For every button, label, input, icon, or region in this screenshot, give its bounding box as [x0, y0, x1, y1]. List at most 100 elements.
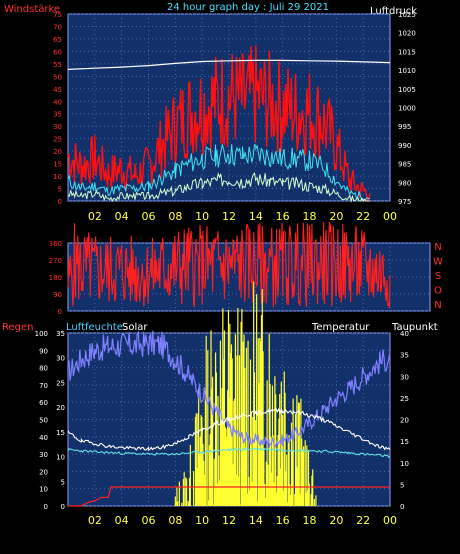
climate-x-tick-label: 04 — [115, 514, 129, 527]
wind-series — [67, 45, 391, 203]
pressure-tick-label: 980 — [398, 179, 411, 187]
rain-tick-label: 30 — [39, 451, 48, 459]
wind-axis-labels: 0 5 10 15 20 25 30 35 40 45 50 55 60 65 70 75 — [53, 11, 62, 206]
humidity-tick-label: 5 — [61, 478, 65, 486]
rain-tick-label: 70 — [39, 382, 48, 390]
wind-tick-label: 10 — [53, 173, 62, 181]
climate-panel: Regen Luftfeuchte Solar Temperatur Taupu… — [2, 281, 438, 527]
pressure-axis-labels: 975 980 985 990 995 1000 1005 1010 1015 1020 1025 — [398, 11, 416, 206]
wind-tick-label: 35 — [53, 111, 62, 119]
direction-series — [67, 221, 391, 309]
temperature-tick-label: 5 — [400, 481, 404, 489]
compass-label: S — [435, 271, 441, 282]
wind-x-tick-label: 18 — [303, 210, 317, 223]
climate-x-tick-label: 06 — [142, 514, 156, 527]
wind-tick-label: 25 — [53, 136, 62, 144]
wind-x-tick-label: 00 — [383, 210, 397, 223]
wind-x-tick-label: 16 — [276, 210, 290, 223]
wind-tick-label: 60 — [53, 48, 62, 56]
climate-x-tick-label: 20 — [329, 514, 343, 527]
wind-min-line — [67, 171, 370, 203]
climate-x-tick-label: 18 — [303, 514, 317, 527]
direction-axis-labels: 0 90 180 270 360 — [49, 240, 62, 316]
rain-tick-label: 20 — [39, 468, 48, 476]
pressure-title: Luftdruck — [370, 6, 417, 17]
rain-tick-label: 10 — [39, 486, 48, 494]
humidity-title: Luftfeuchte — [66, 322, 123, 333]
temperature-tick-label: 20 — [400, 417, 409, 425]
temperature-tick-label: 30 — [400, 373, 409, 381]
humidity-axis-labels: 0 5 10 15 20 25 30 35 — [56, 330, 65, 511]
rain-tick-label: 40 — [39, 434, 48, 442]
wind-x-tick-label: 10 — [195, 210, 209, 223]
chart-title: 24 hour graph day : Juli 29 2021 — [167, 2, 329, 13]
temperature-tick-label: 25 — [400, 395, 409, 403]
direction-tick-label: 0 — [58, 308, 62, 316]
temperature-tick-label: 40 — [400, 330, 409, 338]
temperature-tick-label: 10 — [400, 460, 409, 468]
pressure-tick-label: 985 — [398, 161, 411, 169]
rain-tick-label: 90 — [39, 347, 48, 355]
wind-x-axis-labels: 02 04 06 08 10 12 14 16 18 20 22 00 — [88, 210, 397, 223]
direction-tick-label: 360 — [49, 240, 62, 248]
climate-x-tick-label: 10 — [195, 514, 209, 527]
rain-tick-label: 100 — [35, 330, 48, 338]
temperature-axis-labels: 0 5 10 15 20 25 30 35 40 — [400, 330, 409, 511]
rain-tick-label: 60 — [39, 399, 48, 407]
wind-tick-label: 30 — [53, 123, 62, 131]
wind-x-tick-label: 06 — [142, 210, 156, 223]
compass-label: N — [434, 300, 441, 311]
temperature-tick-label: 35 — [400, 352, 409, 360]
temperature-tick-label: 15 — [400, 438, 409, 446]
humidity-tick-label: 35 — [56, 330, 65, 338]
temperature-line — [67, 407, 391, 452]
compass-label: O — [434, 286, 442, 297]
wind-x-tick-label: 22 — [356, 210, 370, 223]
wind-x-tick-label: 14 — [249, 210, 263, 223]
humidity-tick-label: 0 — [61, 503, 65, 511]
wind-x-tick-label: 08 — [168, 210, 182, 223]
humidity-tick-label: 15 — [56, 429, 65, 437]
wind-tick-label: 70 — [53, 23, 62, 31]
humidity-tick-label: 30 — [56, 355, 65, 363]
dewpoint-line — [67, 447, 391, 459]
direction-tick-label: 180 — [49, 274, 62, 282]
climate-x-tick-label: 14 — [249, 514, 263, 527]
wind-gust-line — [67, 45, 371, 203]
pressure-tick-label: 1010 — [398, 67, 416, 75]
wind-tick-label: 75 — [53, 11, 62, 19]
humidity-tick-label: 10 — [56, 454, 65, 462]
rain-tick-label: 80 — [39, 365, 48, 373]
wind-x-tick-label: 20 — [329, 210, 343, 223]
pressure-tick-label: 1015 — [398, 48, 416, 56]
climate-x-tick-label: 22 — [356, 514, 370, 527]
temperature-title: Temperatur — [311, 322, 370, 333]
dewpoint-title: Taupunkt — [391, 322, 438, 333]
wind-tick-label: 45 — [53, 86, 62, 94]
temperature-tick-label: 0 — [400, 503, 404, 511]
climate-series — [67, 281, 391, 507]
wind-avg-line — [67, 143, 370, 201]
climate-x-tick-label: 02 — [88, 514, 102, 527]
wind-x-tick-label: 02 — [88, 210, 102, 223]
solar-title: Solar — [122, 322, 148, 333]
humidity-tick-label: 25 — [56, 379, 65, 387]
climate-x-tick-label: 16 — [276, 514, 290, 527]
climate-x-tick-label: 12 — [222, 514, 236, 527]
wind-tick-label: 65 — [53, 36, 62, 44]
rain-title: Regen — [2, 322, 34, 333]
pressure-tick-label: 1020 — [398, 30, 416, 38]
climate-x-axis-labels: 02 04 06 08 10 12 14 16 18 20 22 00 — [88, 514, 397, 527]
pressure-tick-label: 1000 — [398, 105, 416, 113]
wind-tick-label: 20 — [53, 148, 62, 156]
compass-label: W — [433, 257, 443, 268]
climate-x-tick-label: 00 — [383, 514, 397, 527]
pressure-tick-label: 990 — [398, 142, 411, 150]
rain-axis-labels: 0 10 20 30 40 50 60 70 80 90 100 — [35, 330, 48, 511]
wind-x-tick-label: 04 — [115, 210, 129, 223]
wind-x-tick-label: 12 — [222, 210, 236, 223]
